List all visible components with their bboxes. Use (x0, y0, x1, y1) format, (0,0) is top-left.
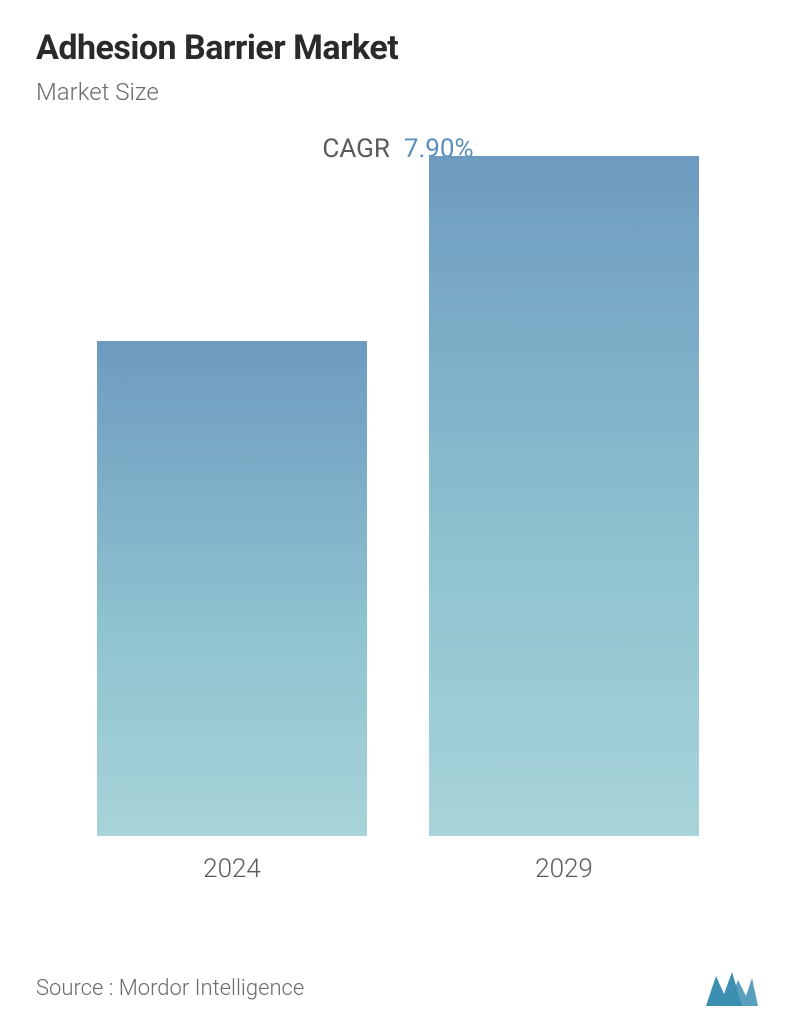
footer: Source : Mordor Intelligence (36, 968, 760, 1008)
bar-2024 (97, 341, 367, 836)
bar-group: 2024 (92, 341, 372, 884)
chart-title: Adhesion Barrier Market (36, 28, 760, 68)
chart-container: Adhesion Barrier Market Market Size CAGR… (0, 0, 796, 1034)
bar-label: 2024 (203, 854, 261, 884)
bars-row: 2024 2029 (36, 204, 760, 884)
bar-group: 2029 (424, 156, 704, 884)
bar-2029 (429, 156, 699, 836)
mordor-logo-icon (704, 968, 760, 1008)
cagr-label: CAGR (322, 134, 389, 164)
chart-subtitle: Market Size (36, 78, 760, 106)
bar-chart: 2024 2029 (36, 204, 760, 924)
source-text: Source : Mordor Intelligence (36, 976, 304, 1001)
bar-label: 2029 (535, 854, 593, 884)
